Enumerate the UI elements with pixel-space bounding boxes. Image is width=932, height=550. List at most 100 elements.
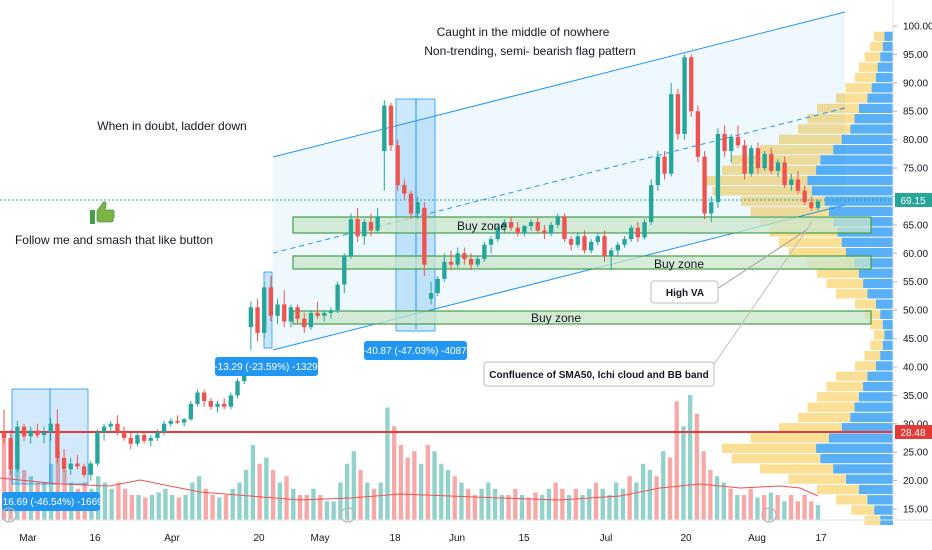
- candle-body[interactable]: [81, 466, 87, 475]
- buy-zone-lower[interactable]: [292, 310, 872, 325]
- candle-body[interactable]: [55, 423, 60, 458]
- candle-body[interactable]: [782, 162, 787, 186]
- candle-body[interactable]: [282, 304, 287, 322]
- candle-body[interactable]: [101, 426, 107, 433]
- candle-body[interactable]: [755, 148, 761, 169]
- candle-body[interactable]: [208, 401, 214, 407]
- candle-body[interactable]: [275, 304, 280, 316]
- candle-body[interactable]: [155, 432, 160, 438]
- candle-body[interactable]: [15, 426, 20, 470]
- candle-body[interactable]: [161, 423, 167, 433]
- candle-body[interactable]: [649, 185, 654, 223]
- candle-body[interactable]: [8, 437, 13, 470]
- candle-body[interactable]: [68, 463, 73, 470]
- candle-body[interactable]: [535, 222, 540, 231]
- candle-body[interactable]: [722, 133, 727, 152]
- candle-body[interactable]: [328, 310, 334, 313]
- candle-body[interactable]: [615, 244, 621, 251]
- buy-zone-middle[interactable]: [292, 255, 872, 270]
- candle-body[interactable]: [35, 430, 40, 436]
- candle-body[interactable]: [315, 312, 320, 316]
- candle-body[interactable]: [595, 236, 600, 242]
- candle-body[interactable]: [802, 190, 807, 203]
- candle-body[interactable]: [422, 207, 427, 265]
- candle-body[interactable]: [175, 420, 180, 423]
- candle-body[interactable]: [181, 419, 187, 423]
- candle-body[interactable]: [375, 216, 380, 231]
- candle-body[interactable]: [702, 156, 707, 214]
- candle-body[interactable]: [268, 287, 274, 316]
- candle-body[interactable]: [495, 227, 500, 240]
- candle-body[interactable]: [608, 250, 614, 257]
- candle-body[interactable]: [95, 432, 100, 464]
- candle-body[interactable]: [48, 423, 53, 433]
- candle-body[interactable]: [148, 437, 153, 441]
- candle-body[interactable]: [342, 256, 347, 285]
- candle-body[interactable]: [742, 145, 747, 174]
- candle-body[interactable]: [402, 185, 407, 194]
- candle-body[interactable]: [408, 193, 414, 214]
- candle-body[interactable]: [388, 105, 394, 146]
- candle-body[interactable]: [482, 244, 487, 259]
- candle-body[interactable]: [141, 435, 147, 441]
- candle-body[interactable]: [669, 94, 674, 174]
- candle-body[interactable]: [775, 162, 781, 171]
- candle-body[interactable]: [382, 105, 387, 152]
- candle-body[interactable]: [21, 426, 27, 437]
- event-marker-2[interactable]: [340, 507, 356, 523]
- candle-body[interactable]: [582, 236, 587, 251]
- candle-body[interactable]: [368, 222, 374, 231]
- candle-body[interactable]: [689, 57, 694, 112]
- candle-body[interactable]: [295, 307, 300, 319]
- candle-body[interactable]: [322, 312, 327, 316]
- high-va-callout[interactable]: [650, 280, 719, 304]
- candle-body[interactable]: [562, 216, 567, 240]
- candle-body[interactable]: [769, 153, 774, 171]
- candle-body[interactable]: [255, 307, 260, 333]
- candle-body[interactable]: [675, 94, 681, 134]
- candle-body[interactable]: [555, 216, 560, 225]
- candle-body[interactable]: [41, 432, 47, 436]
- candle-body[interactable]: [395, 145, 400, 186]
- candle-body[interactable]: [288, 307, 294, 322]
- candle-body[interactable]: [815, 201, 821, 208]
- candle-body[interactable]: [568, 239, 574, 245]
- candle-body[interactable]: [302, 318, 307, 328]
- candle-body[interactable]: [789, 179, 794, 186]
- candle-body[interactable]: [795, 179, 801, 191]
- candle-body[interactable]: [502, 222, 507, 228]
- candle-body[interactable]: [28, 430, 33, 437]
- candle-body[interactable]: [635, 227, 641, 238]
- buy-zone-upper[interactable]: [292, 216, 872, 234]
- candle-body[interactable]: [235, 381, 240, 396]
- candle-body[interactable]: [335, 284, 340, 311]
- candle-body[interactable]: [355, 219, 360, 237]
- candle-body[interactable]: [348, 219, 354, 257]
- candle-body[interactable]: [522, 226, 527, 234]
- candle-body[interactable]: [508, 222, 514, 228]
- candle-body[interactable]: [462, 253, 467, 259]
- event-marker-3[interactable]: [761, 507, 777, 523]
- candle-body[interactable]: [1, 432, 7, 438]
- candle-body[interactable]: [709, 202, 714, 214]
- candle-body[interactable]: [548, 224, 554, 234]
- candle-body[interactable]: [108, 423, 113, 427]
- candle-body[interactable]: [695, 111, 701, 157]
- candle-body[interactable]: [168, 420, 173, 424]
- candle-body[interactable]: [308, 312, 314, 328]
- candle-body[interactable]: [629, 227, 634, 240]
- candle-body[interactable]: [475, 258, 480, 265]
- candle-body[interactable]: [222, 403, 227, 407]
- candle-body[interactable]: [415, 202, 420, 214]
- candle-body[interactable]: [188, 403, 193, 420]
- candle-body[interactable]: [135, 435, 140, 444]
- candle-body[interactable]: [735, 136, 741, 146]
- candle-body[interactable]: [682, 57, 687, 134]
- time-axis[interactable]: Mar 16 Apr 20 May 18 Jun 15 Jul 20 Aug 17: [19, 533, 827, 544]
- candle-body[interactable]: [262, 287, 267, 333]
- event-marker-1[interactable]: [1, 507, 17, 523]
- candle-body[interactable]: [428, 293, 434, 299]
- candle-body[interactable]: [195, 392, 200, 404]
- candle-body[interactable]: [662, 156, 667, 174]
